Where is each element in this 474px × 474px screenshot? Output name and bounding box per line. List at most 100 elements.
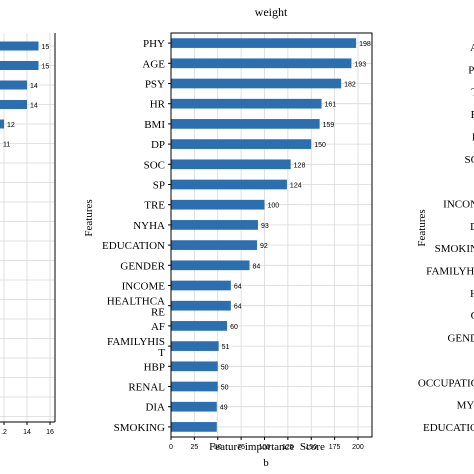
bar bbox=[171, 381, 218, 392]
category-label-line: FAMILYHIS bbox=[107, 336, 165, 348]
right-panel-category-label: C bbox=[471, 310, 474, 322]
right-panel-category-label: EDUCATIO bbox=[423, 422, 474, 434]
main-chart-x-ticks: 0 25 50 75 100 125 150 175 200 bbox=[169, 437, 364, 451]
right-panel-category-label: MYI bbox=[457, 400, 474, 412]
main-chart-grid bbox=[170, 33, 372, 437]
bar-value-label: 159 bbox=[323, 122, 335, 129]
left-tick-label: 16 bbox=[46, 429, 54, 436]
left-bar bbox=[0, 119, 4, 129]
x-tick-label: 0 bbox=[169, 444, 173, 451]
bar-value-label: 182 bbox=[344, 82, 356, 89]
right-panel: Features APITBPSCIINCONDSMOKINFAMILYHIHC… bbox=[416, 42, 474, 434]
category-label: TRE bbox=[144, 200, 165, 212]
main-chart-frame bbox=[170, 32, 373, 438]
bar bbox=[171, 401, 217, 412]
panel-label: b bbox=[263, 457, 269, 469]
category-label: RENAL bbox=[128, 382, 165, 394]
x-tick-label: 75 bbox=[237, 444, 245, 451]
bar-value-label: 100 bbox=[267, 203, 279, 210]
right-panel-category-label: A bbox=[470, 42, 474, 54]
left-bar-value-label: 12 bbox=[7, 122, 15, 129]
bar bbox=[171, 341, 219, 351]
x-tick-label: 150 bbox=[305, 444, 317, 451]
x-tick-label: 125 bbox=[282, 444, 294, 451]
right-panel-category-label: P bbox=[472, 131, 474, 143]
category-label: SP bbox=[153, 180, 165, 192]
right-panel-category-labels: APITBPSCIINCONDSMOKINFAMILYHIHCGENDOCCUP… bbox=[418, 42, 474, 434]
left-bar-value-label: 14 bbox=[30, 83, 38, 90]
right-panel-category-label: FAMILYHI bbox=[426, 266, 474, 278]
category-label: HBP bbox=[144, 361, 165, 373]
bar bbox=[171, 422, 217, 432]
category-label: BMI bbox=[144, 119, 165, 131]
bar bbox=[171, 280, 231, 291]
category-label: AF bbox=[151, 321, 165, 333]
bar-value-label: 49 bbox=[220, 405, 228, 412]
bar bbox=[171, 139, 312, 149]
right-panel-category-label: GEND bbox=[447, 333, 474, 345]
chart-title: weight bbox=[255, 5, 288, 19]
bar-value-label: 92 bbox=[260, 243, 268, 250]
right-panel-category-label: SMOKIN bbox=[435, 243, 474, 255]
category-label: EDUCATION bbox=[102, 240, 165, 252]
bar-value-label: 64 bbox=[234, 284, 242, 291]
bar-value-label: 51 bbox=[222, 344, 230, 351]
left-bar-value-label: 15 bbox=[42, 44, 50, 51]
x-tick-label: 100 bbox=[259, 444, 271, 451]
left-bar bbox=[0, 100, 27, 109]
category-label: PSY bbox=[145, 79, 165, 91]
category-label: HEALTHCA RE bbox=[107, 296, 166, 319]
bar-value-label: 84 bbox=[253, 263, 261, 270]
y-axis-label: Features bbox=[83, 199, 95, 236]
bar bbox=[171, 58, 352, 69]
bar bbox=[171, 159, 291, 170]
right-panel-category-label: OCCUPATIC bbox=[418, 377, 474, 389]
bar bbox=[171, 78, 342, 89]
category-label: SOC bbox=[144, 159, 165, 171]
left-bar bbox=[0, 61, 39, 70]
right-panel-category-label: D bbox=[470, 221, 474, 233]
main-chart-category-labels: PHYAGEPSYHRBMIDPSOCSPTRENYHAEDUCATIONGEN… bbox=[102, 38, 171, 434]
right-panel-category-label: INCON bbox=[443, 198, 474, 210]
bar-value-label: 93 bbox=[261, 223, 269, 230]
left-panel-bars: 15 15 14 14 12 11 bbox=[0, 41, 50, 149]
category-label: INCOME bbox=[122, 281, 166, 293]
bar-value-label: 64 bbox=[234, 304, 242, 311]
right-panel-category-label: B bbox=[471, 109, 474, 121]
bar bbox=[171, 220, 258, 230]
bar bbox=[171, 260, 250, 271]
x-tick-label: 25 bbox=[190, 444, 198, 451]
category-label: AGE bbox=[142, 58, 165, 70]
bar-value-label: 193 bbox=[354, 61, 366, 68]
bar bbox=[171, 321, 228, 331]
category-label-line: HEALTHCA bbox=[107, 296, 165, 308]
x-tick-label: 50 bbox=[214, 444, 222, 451]
left-panel-ticks: .2 14 16 bbox=[1, 422, 54, 436]
category-label: DIA bbox=[145, 402, 165, 414]
x-axis-label: Feature importance Score bbox=[209, 441, 325, 453]
category-label: GENDER bbox=[120, 260, 165, 272]
bar-value-label: 50 bbox=[221, 385, 229, 392]
left-bar-value-label: 14 bbox=[30, 103, 38, 110]
bar bbox=[171, 240, 258, 250]
bar bbox=[171, 300, 231, 311]
category-label: PHY bbox=[143, 38, 165, 50]
left-bar bbox=[0, 41, 39, 51]
bar bbox=[171, 179, 287, 190]
right-panel-category-label: PI bbox=[468, 64, 474, 76]
bar-value-label: 50 bbox=[221, 364, 229, 371]
x-tick-label: 175 bbox=[329, 444, 341, 451]
category-label-line: RE bbox=[151, 307, 165, 319]
bar-value-label: 198 bbox=[359, 41, 371, 48]
right-panel-y-axis-label: Features bbox=[416, 209, 428, 246]
left-bar-value-label: 15 bbox=[42, 64, 50, 71]
left-bar bbox=[0, 80, 27, 90]
bar bbox=[171, 361, 218, 372]
bar-value-label: 128 bbox=[294, 162, 306, 169]
category-label-line: T bbox=[158, 347, 165, 359]
main-chart-panel: weight 198 193 182 161 159 150 128 124 100 93 92 84… bbox=[83, 5, 373, 469]
bar-value-label: 60 bbox=[230, 324, 238, 331]
x-tick-label: 200 bbox=[352, 444, 364, 451]
bar bbox=[171, 38, 357, 48]
